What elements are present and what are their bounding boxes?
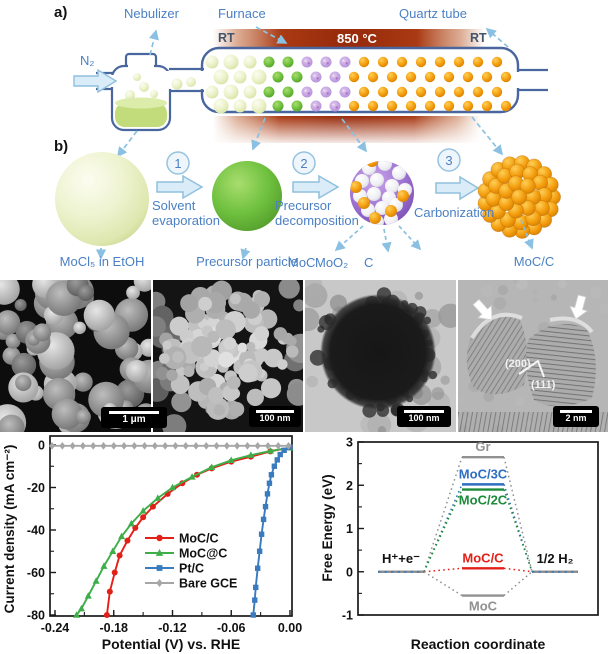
nebulizer [96,52,196,132]
svg-text:MoC/C: MoC/C [462,550,504,565]
scale-bar-1-text: 1 μm [122,413,146,425]
scale-bar-4-text: 2 nm [565,413,587,423]
temperature-label: 850 °C [337,31,377,46]
svg-text:-0.06: -0.06 [217,621,246,635]
scale-bar-1: 1 μm [101,407,167,428]
precursor-sphere [212,161,282,231]
step-2-label: Precursor decomposition [275,198,359,228]
nebulizer-label: Nebulizer [124,6,179,21]
svg-text:1: 1 [346,522,353,536]
svg-text:MoC@C: MoC@C [179,547,227,561]
svg-text:Reaction coordinate: Reaction coordinate [411,636,546,652]
svg-text:MoC: MoC [469,599,498,614]
step-arrows [156,148,480,201]
svg-text:H⁺+e⁻: H⁺+e⁻ [382,551,420,566]
quartz-tube-label: Quartz tube [399,6,467,21]
scale-bar-4: 2 nm [553,406,599,427]
svg-text:0.00: 0.00 [278,621,302,635]
label-arrows [95,219,534,260]
product-cluster [477,155,561,239]
moo2-label: MoO₂ [315,255,349,270]
svg-text:-0.12: -0.12 [158,621,187,635]
sem-image-overview [0,280,151,432]
gas-flow-arrow [73,68,118,94]
scale-bar-3-text: 100 nm [408,413,440,423]
tube-ports [169,67,548,93]
rt-left-label: RT [218,31,235,45]
svg-text:-60: -60 [27,566,45,580]
droplet-sphere [55,152,149,246]
step-2-number: 2 [300,156,308,171]
lattice-plane-200-label: (200) [505,358,531,370]
scale-bar-2-text: 100 nm [259,413,291,423]
svg-text:-80: -80 [27,609,45,623]
svg-text:1/2 H₂: 1/2 H₂ [537,551,574,566]
svg-text:Bare GCE: Bare GCE [179,577,237,591]
step-1-label: Solvent evaporation [152,198,220,228]
scale-bar-2: 100 nm [249,406,301,427]
mocc-label: MoC/C [513,254,555,269]
lsv-polarization-chart: -0.24 -0.18 -0.12 -0.06 0.00 0 -20 -40 -60 -80 Pot… [2,435,302,652]
step-1-number: 1 [174,156,182,171]
panel-b-label: b) [54,138,69,155]
svg-text:-20: -20 [27,481,45,495]
svg-text:MoC/3C: MoC/3C [459,466,508,481]
svg-text:2: 2 [346,479,353,493]
n2-label: N₂ [80,53,95,68]
svg-text:MoC/2C: MoC/2C [459,493,508,508]
pointer-arrows [116,26,509,158]
synthesis-schematic [55,26,561,260]
svg-text:-1: -1 [342,609,353,623]
precursor-label: Precursor particle [196,254,298,269]
svg-text:0: 0 [346,565,353,579]
furnace-label: Furnace [218,6,266,21]
step-3-number: 3 [445,153,453,168]
svg-text:3: 3 [346,436,353,450]
svg-text:0: 0 [38,439,45,453]
svg-text:Pt/C: Pt/C [179,562,204,576]
svg-text:Current density (mA cm⁻²): Current density (mA cm⁻²) [2,445,17,614]
moc-label: MoC [288,255,316,270]
step-3-label: Carbonization [414,205,495,220]
scale-bar-3: 100 nm [397,406,451,427]
svg-text:MoC/C: MoC/C [179,532,219,546]
svg-text:-0.18: -0.18 [99,621,128,635]
c-label: C [364,255,374,270]
svg-text:Gr: Gr [475,439,490,454]
svg-text:-40: -40 [27,524,45,538]
rt-right-label: RT [470,31,487,45]
panel-a-label: a) [54,4,68,21]
tube-particles [205,54,512,114]
lattice-plane-111-label: (111) [531,379,556,391]
svg-text:Free Energy (eV): Free Energy (eV) [320,474,335,581]
svg-text:-0.24: -0.24 [41,621,70,635]
free-energy-diagram: 3 2 1 0 -1 Reaction coordinate Free Energy (eV… [320,436,599,652]
svg-text:Potential (V) vs. RHE: Potential (V) vs. RHE [102,636,240,652]
droplet-label: MoCl₅ in EtOH [59,254,145,269]
